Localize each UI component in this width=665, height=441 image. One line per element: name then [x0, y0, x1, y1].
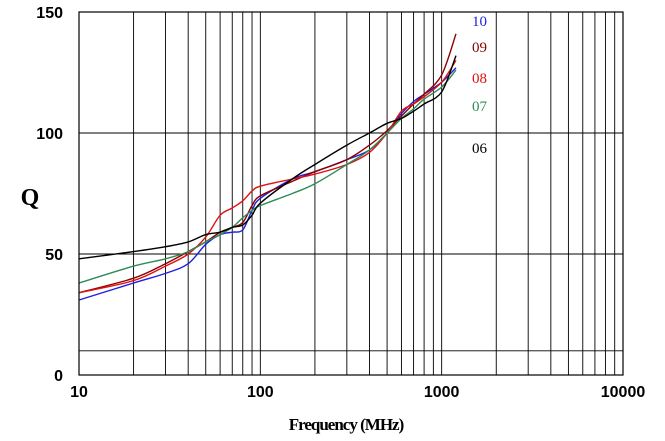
series-line-06 — [78, 55, 457, 260]
series-lines — [78, 33, 457, 301]
y-axis-label: Q — [21, 185, 40, 211]
plot-frame — [78, 11, 624, 376]
series-line-08 — [78, 60, 457, 294]
series-label-09: 09 — [472, 40, 487, 56]
y-tick-label: 150 — [36, 5, 63, 22]
grid — [79, 12, 623, 375]
y-tick-label: 50 — [45, 247, 63, 264]
y-tick-labels: 0 50 100 150 — [36, 5, 63, 385]
series-label-07: 07 — [472, 99, 488, 115]
y-tick-label: 100 — [36, 126, 63, 143]
x-tick-label: 10000 — [601, 384, 646, 401]
series-labels: 10 09 08 07 06 — [472, 14, 488, 157]
series-label-10: 10 — [472, 14, 487, 30]
x-tick-label: 100 — [247, 384, 274, 401]
x-axis-label: Frequency (MHz) — [289, 415, 404, 434]
y-tick-label: 0 — [54, 368, 63, 385]
series-label-06: 06 — [472, 141, 488, 157]
series-label-08: 08 — [472, 71, 487, 87]
x-tick-labels: 10 100 1000 10000 — [70, 384, 645, 401]
x-tick-label: 1000 — [424, 384, 460, 401]
x-tick-label: 10 — [70, 384, 88, 401]
series-line-07 — [78, 69, 457, 284]
